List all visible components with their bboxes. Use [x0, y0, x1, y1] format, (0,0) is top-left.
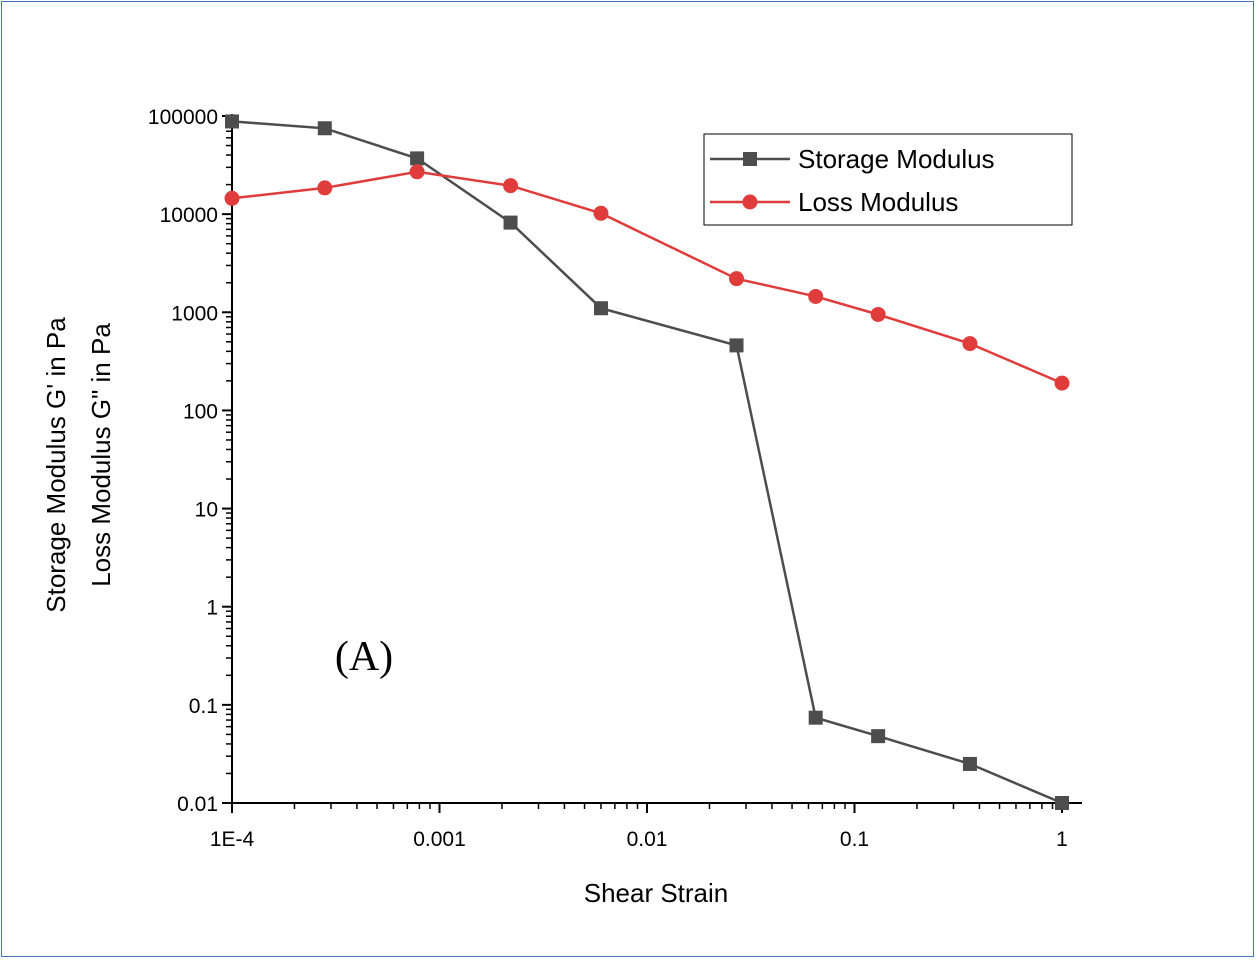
storage-modulus-point: [317, 121, 332, 136]
storage-modulus-point: [225, 114, 239, 129]
storage-modulus-point: [593, 301, 608, 316]
loss-modulus-point: [962, 336, 978, 352]
loss-modulus-series: [224, 164, 1070, 391]
y-tick-label: 100: [183, 400, 218, 423]
loss-modulus-point: [317, 180, 333, 196]
storage-modulus-point: [808, 710, 823, 725]
loss-modulus-point: [224, 190, 240, 206]
legend-label-storage-modulus: Storage Modulus: [798, 144, 995, 174]
x-axis-title: Shear Strain: [584, 878, 729, 908]
loss-modulus-point: [503, 178, 519, 194]
y-tick-label: 0.1: [189, 695, 218, 718]
y-tick-label: 1000: [171, 302, 218, 325]
loss-modulus-point: [409, 164, 425, 180]
legend: Storage Modulus Loss Modulus: [703, 133, 1073, 226]
loss-modulus-point: [1054, 375, 1070, 391]
series-layer: [224, 114, 1070, 810]
y-axis-title-line1: Storage Modulus G' in Pa: [41, 317, 71, 613]
x-tick-label: 1E-4: [210, 828, 255, 851]
loss-modulus-point: [593, 205, 609, 221]
loss-modulus-point: [729, 271, 745, 287]
x-tick-label: 1: [1056, 828, 1068, 851]
storage-modulus-point: [729, 338, 744, 353]
storage-modulus-series: [225, 114, 1069, 810]
storage-modulus-point: [962, 756, 977, 771]
legend-label-loss-modulus: Loss Modulus: [798, 187, 958, 217]
storage-modulus-point: [871, 729, 886, 744]
y-tick-label: 100000: [148, 106, 218, 129]
legend-marker-storage-modulus: [743, 152, 757, 166]
axes: 1E-4 0.001 0.01 0.1 1 0.01 0.1 1 10 100 1000 10000 1…: [148, 106, 1082, 851]
x-tick-label: 0.01: [627, 828, 668, 851]
legend-box: [703, 133, 1073, 226]
y-tick-label: 10000: [160, 204, 218, 227]
storage-modulus-point: [410, 151, 425, 166]
loss-modulus-line: [231, 170, 1063, 385]
storage-modulus-point: [503, 215, 518, 230]
x-tick-label: 0.1: [840, 828, 869, 851]
loss-modulus-point: [808, 288, 824, 304]
panel-annotation: (A): [335, 634, 393, 680]
legend-marker-loss-modulus: [742, 194, 758, 210]
x-tick-label: 0.001: [413, 828, 466, 851]
storage-modulus-line: [231, 120, 1063, 805]
y-tick-label: 0.01: [177, 793, 218, 816]
y-tick-label: 1: [206, 597, 218, 620]
y-axis-title-line2: Loss Modulus G" in Pa: [86, 323, 116, 587]
storage-modulus-point: [1055, 796, 1069, 810]
y-tick-label: 10: [195, 499, 218, 522]
loss-modulus-point: [870, 306, 886, 322]
